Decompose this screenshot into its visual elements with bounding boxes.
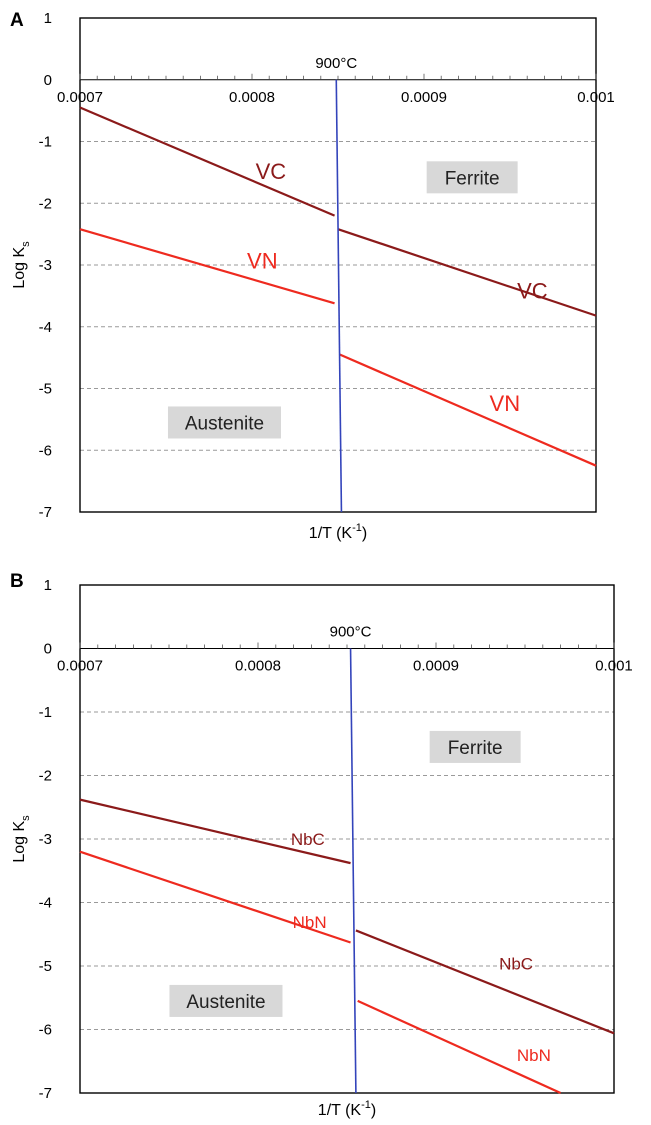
nitride-series-line bbox=[79, 228, 335, 305]
series-label: NbC bbox=[499, 954, 533, 973]
chart-panel-b: B 0.0007 0.0008 0.0009 0.001 1 0 -1 -2 -3 -4 -5 -6 -7… bbox=[10, 571, 633, 1119]
region-label-box bbox=[167, 406, 281, 439]
series-label: NbN bbox=[293, 913, 327, 932]
series-label: VC bbox=[517, 279, 548, 304]
panel-letter: B bbox=[10, 571, 24, 592]
y-axis-title-main: Log K bbox=[11, 247, 28, 289]
y-tick-label: 1 bbox=[44, 577, 52, 594]
region-label: Ferrite bbox=[445, 168, 500, 189]
x-tick-label: 0.0008 bbox=[229, 89, 275, 106]
series-label: VN bbox=[247, 248, 278, 273]
y-axis-title: Log Ks bbox=[11, 815, 32, 863]
plot-frame bbox=[79, 584, 615, 1094]
x-axis-title: 1/T (K-1) bbox=[309, 522, 367, 542]
y-tick-label: -4 bbox=[39, 319, 52, 336]
y-tick-label: 0 bbox=[44, 641, 52, 658]
y-tick-label: 1 bbox=[44, 10, 52, 27]
panel-letter: A bbox=[10, 10, 24, 31]
plot-frame bbox=[79, 17, 597, 513]
x-tick-label: 0.0009 bbox=[413, 658, 459, 675]
temperature-line-label: 900°C bbox=[330, 624, 372, 641]
x-tick-label: 0.001 bbox=[595, 658, 633, 675]
series-label: NbN bbox=[517, 1046, 551, 1065]
series-label: NbC bbox=[291, 830, 325, 849]
chart-panel-a: A 0.0007 0.0008 0.0009 0.001 1 0 -1 -2 -3 -4 -5 -6 -7… bbox=[10, 10, 615, 542]
y-tick-label: -7 bbox=[39, 1085, 52, 1102]
y-tick-label: -3 bbox=[39, 257, 52, 274]
x-axis-title-end: ) bbox=[362, 525, 367, 542]
x-axis-title-superscript: -1 bbox=[361, 1099, 371, 1111]
y-tick-label: -1 bbox=[39, 134, 52, 151]
x-axis-title-main: 1/T (K bbox=[309, 525, 353, 542]
y-tick-label: -4 bbox=[39, 895, 52, 912]
region-label-box bbox=[426, 161, 518, 194]
x-tick-label: 0.0007 bbox=[57, 89, 103, 106]
y-axis-title-main: Log K bbox=[11, 821, 28, 863]
temperature-line bbox=[349, 648, 357, 1094]
y-tick-label: -2 bbox=[39, 195, 52, 212]
x-axis-title: 1/T (K-1) bbox=[318, 1099, 376, 1119]
y-tick-label: -5 bbox=[39, 958, 52, 975]
x-tick-label: 0.0007 bbox=[57, 658, 103, 675]
y-axis-title-subscript: s bbox=[20, 241, 32, 247]
temperature-line-label: 900°C bbox=[315, 55, 357, 72]
y-tick-label: -6 bbox=[39, 442, 52, 459]
series-label: VN bbox=[490, 391, 521, 416]
carbide-series-line bbox=[337, 228, 597, 317]
y-tick-label: -5 bbox=[39, 381, 52, 398]
y-tick-label: 0 bbox=[44, 72, 52, 89]
series-label: VC bbox=[256, 159, 287, 184]
x-axis-title-superscript: -1 bbox=[352, 522, 362, 534]
nitride-series-line bbox=[339, 353, 597, 467]
x-tick-label: 0.0009 bbox=[401, 89, 447, 106]
nitride-series-line bbox=[357, 999, 562, 1095]
carbide-series-line bbox=[79, 106, 335, 217]
carbide-series-line bbox=[79, 798, 351, 865]
y-tick-label: -7 bbox=[39, 504, 52, 521]
nitride-series-line bbox=[79, 850, 351, 944]
x-tick-label: 0.001 bbox=[577, 89, 615, 106]
region-label: Austenite bbox=[186, 992, 265, 1013]
y-tick-label: -6 bbox=[39, 1022, 52, 1039]
x-axis-title-end: ) bbox=[371, 1102, 376, 1119]
y-tick-label: -2 bbox=[39, 768, 52, 785]
region-label-box bbox=[429, 730, 521, 763]
y-axis-title-subscript: s bbox=[20, 815, 32, 821]
y-tick-label: -3 bbox=[39, 831, 52, 848]
region-label: Ferrite bbox=[448, 738, 503, 759]
x-axis-title-main: 1/T (K bbox=[318, 1102, 362, 1119]
y-tick-label: -1 bbox=[39, 704, 52, 721]
temperature-line bbox=[335, 79, 343, 513]
carbide-series-line bbox=[355, 929, 615, 1035]
region-label-box bbox=[169, 984, 283, 1017]
x-tick-label: 0.0008 bbox=[235, 658, 281, 675]
y-axis-title: Log Ks bbox=[11, 241, 32, 289]
region-label: Austenite bbox=[185, 413, 264, 434]
